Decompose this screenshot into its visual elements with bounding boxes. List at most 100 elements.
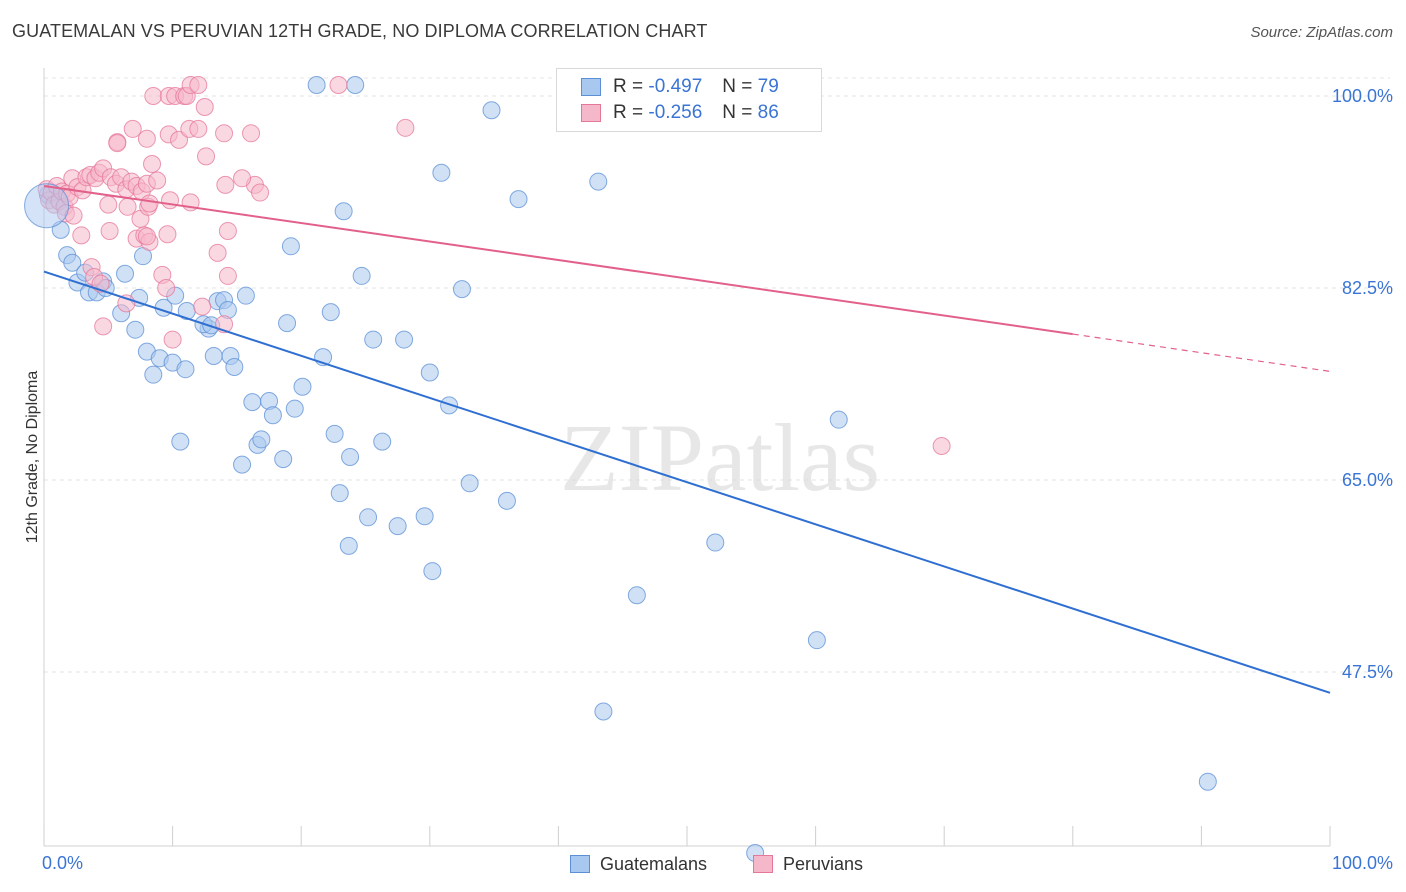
peruvian-point — [72, 226, 91, 245]
r-value: -0.497 — [648, 76, 703, 97]
guatemalan-point — [594, 702, 613, 721]
peruvian-point — [189, 76, 208, 95]
guatemalan-point — [171, 432, 190, 451]
stats-legend: R = -0.497 N = 79 R = -0.256 N = 86 — [556, 68, 822, 132]
legend-item-guatemalans[interactable]: Guatemalans — [570, 852, 707, 876]
peruvian-point — [329, 76, 348, 95]
guatemalan-point — [330, 484, 349, 503]
n-value: 86 — [757, 102, 779, 123]
peruvians-legend-swatch — [753, 855, 773, 873]
guatemalan-point — [497, 491, 516, 510]
r-value: -0.256 — [648, 102, 703, 123]
peruvian-point — [189, 119, 208, 138]
y-tick-label: 65.0% — [1342, 470, 1393, 490]
peruvians-swatch — [581, 104, 601, 122]
guatemalan-point — [460, 474, 479, 493]
peruvian-point — [157, 279, 176, 297]
guatemalan-point — [285, 399, 304, 418]
guatemalan-point — [321, 303, 340, 322]
peruvian-point — [144, 87, 163, 105]
peruvian-point — [123, 119, 142, 138]
guatemalan-point — [204, 347, 223, 366]
peruvian-point — [208, 243, 227, 262]
guatemalan-point — [278, 314, 297, 333]
guatemalan-point — [126, 320, 145, 339]
peruvian-point — [94, 317, 113, 336]
peruvian-point — [218, 221, 237, 240]
guatemalan-point — [352, 266, 371, 285]
guatemalan-point — [432, 163, 451, 182]
peruvian-point — [143, 155, 162, 174]
guatemalan-point — [263, 406, 282, 425]
guatemalan-point — [589, 172, 608, 191]
peruvian-point — [216, 175, 235, 194]
y-tick-label: 100.0% — [1332, 86, 1393, 106]
y-tick-label: 47.5% — [1342, 662, 1393, 682]
chart-title: GUATEMALAN VS PERUVIAN 12TH GRADE, NO DI… — [12, 21, 708, 41]
source-label: Source: ZipAtlas.com — [1250, 24, 1393, 41]
n-label: N = — [722, 102, 753, 123]
peruvian-point — [137, 129, 156, 148]
guatemalan-point — [829, 410, 848, 429]
x-axis-max-label: 100.0% — [1332, 853, 1393, 873]
guatemalan-point — [341, 447, 360, 466]
guatemalan-point — [509, 190, 528, 209]
peruvian-point — [99, 195, 118, 214]
n-value: 79 — [757, 76, 779, 97]
guatemalan-point — [346, 76, 365, 95]
guatemalan-point — [1198, 772, 1217, 791]
guatemalan-point — [452, 280, 471, 299]
guatemalan-point — [63, 253, 82, 272]
x-axis-min-label: 0.0% — [42, 853, 83, 873]
n-label: N = — [722, 76, 753, 97]
guatemalan-point — [359, 508, 378, 527]
guatemalan-point — [225, 357, 244, 376]
guatemalan-point — [420, 363, 439, 382]
peruvian-point — [161, 191, 180, 210]
guatemalan-point — [395, 330, 414, 349]
guatemalan-point — [176, 360, 195, 379]
guatemalan-point — [144, 365, 163, 384]
peruvian-point — [251, 183, 270, 202]
peruvian-point — [932, 436, 951, 455]
peruvian-point — [215, 124, 234, 143]
guatemalan-point — [252, 430, 271, 449]
peruvian-point — [218, 266, 237, 285]
peruvian-point — [163, 330, 182, 349]
guatemalan-point — [627, 586, 646, 605]
peruvian-point — [396, 118, 415, 137]
peruvian-point — [100, 221, 119, 240]
legend-label: Peruvians — [783, 853, 864, 874]
peruvians-trend-line-extension — [1072, 333, 1331, 372]
stats-legend-row-guatemalans: R = -0.497 N = 79 — [581, 75, 779, 99]
guatemalan-point — [415, 507, 434, 526]
guatemalan-point — [440, 396, 459, 415]
peruvian-point — [158, 225, 177, 244]
peruvian-point — [140, 194, 159, 213]
r-label: R = — [613, 76, 644, 97]
guatemalan-point — [236, 286, 255, 305]
trend-lines — [43, 184, 1331, 694]
peruvian-point — [233, 169, 252, 188]
guatemalan-point — [293, 377, 312, 396]
peruvian-point — [108, 134, 127, 153]
guatemalans-trend-line — [43, 270, 1331, 694]
peruvian-point — [137, 227, 156, 246]
peruvian-point — [242, 124, 261, 143]
guatemalan-point — [423, 562, 442, 581]
legend-item-peruvians[interactable]: Peruvians — [753, 852, 863, 876]
y-tick-label: 82.5% — [1342, 278, 1393, 298]
peruvian-point — [118, 197, 137, 216]
peruvian-point — [195, 97, 214, 116]
guatemalan-point — [334, 202, 353, 221]
guatemalans-legend-swatch — [570, 855, 590, 873]
peruvian-point — [148, 171, 167, 190]
legend-label: Guatemalans — [600, 853, 708, 874]
guatemalan-point — [364, 330, 383, 349]
guatemalan-point-large — [24, 183, 70, 229]
gridlines — [44, 77, 1390, 673]
guatemalan-point — [243, 393, 262, 412]
y-tick-labels: 47.5% 65.0% 82.5% 100.0% — [1332, 86, 1393, 682]
guatemalan-point — [307, 76, 326, 95]
